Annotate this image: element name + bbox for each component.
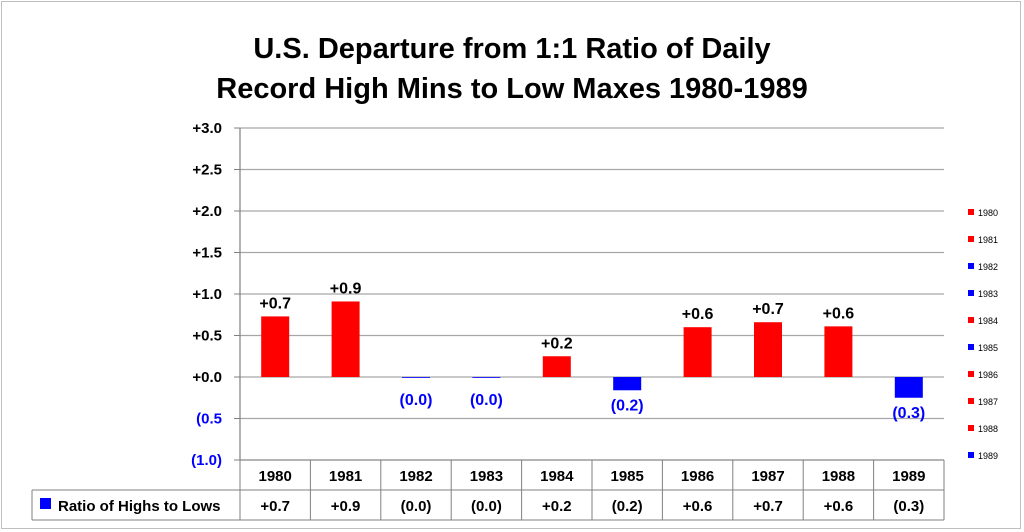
x-tick-label: 1984	[540, 468, 574, 485]
legend-key	[968, 236, 974, 242]
data-label: +0.7	[259, 295, 291, 312]
y-tick-label: +0.5	[192, 328, 222, 345]
table-value: +0.6	[683, 498, 713, 515]
legend-key	[968, 452, 974, 458]
legend-key	[968, 317, 974, 323]
legend-key	[968, 209, 974, 215]
legend-label: 1986	[978, 370, 998, 380]
legend-key	[968, 371, 974, 377]
x-tick-label: 1980	[259, 468, 292, 485]
chart-title-line-2: Record High Mins to Low Maxes 1980-1989	[216, 73, 808, 105]
data-label: +0.2	[541, 335, 573, 352]
bar	[824, 326, 853, 377]
x-tick-label: 1986	[681, 468, 714, 485]
bar	[542, 356, 571, 377]
x-tick-label: 1988	[822, 468, 855, 485]
x-tick-label: 1987	[751, 468, 784, 485]
table-value: (0.2)	[612, 498, 643, 515]
legend-label: 1984	[978, 316, 998, 326]
table-value: +0.2	[542, 498, 572, 515]
legend-key	[968, 344, 974, 350]
bar	[683, 327, 712, 377]
bar	[894, 377, 923, 398]
data-label: (0.3)	[892, 405, 925, 422]
x-tick-label: 1985	[611, 468, 644, 485]
bar	[261, 316, 290, 377]
table-legend-key	[40, 498, 51, 509]
data-label: +0.6	[682, 306, 714, 323]
legend-label: 1985	[978, 343, 998, 353]
y-tick-label: +1.0	[192, 286, 222, 303]
y-tick-label: +2.0	[192, 203, 222, 220]
table-value: +0.9	[331, 498, 361, 515]
bar	[613, 377, 642, 391]
data-label: +0.9	[330, 280, 362, 297]
chart-title-line-1: U.S. Departure from 1:1 Ratio of Daily	[253, 33, 771, 65]
x-tick-label: 1981	[329, 468, 362, 485]
legend-label: 1983	[978, 289, 998, 299]
legend-label: 1980	[978, 208, 998, 218]
y-tick-label: +1.5	[192, 245, 222, 262]
x-tick-label: 1982	[399, 468, 432, 485]
y-tick-label: +0.0	[192, 369, 222, 386]
bar	[754, 322, 782, 377]
data-label: (0.0)	[400, 392, 433, 409]
table-series-name: Ratio of Highs to Lows	[58, 498, 221, 515]
y-tick-label: (1.0)	[191, 452, 222, 469]
bar	[472, 377, 501, 378]
bar	[331, 301, 360, 377]
legend-key	[968, 425, 974, 431]
x-tick-label: 1983	[470, 468, 503, 485]
y-tick-label: +3.0	[192, 120, 222, 137]
legend-key	[968, 398, 974, 404]
table-value: (0.3)	[893, 498, 924, 515]
data-label: +0.7	[752, 301, 784, 318]
table-value: +0.6	[824, 498, 854, 515]
bar	[402, 377, 430, 378]
table-value: +0.7	[260, 498, 290, 515]
legend-label: 1987	[978, 397, 998, 407]
data-label: (0.0)	[470, 392, 503, 409]
x-tick-label: 1989	[892, 468, 925, 485]
legend-label: 1981	[978, 235, 998, 245]
legend-key	[968, 263, 974, 269]
y-tick-label: (0.5	[196, 411, 222, 428]
y-tick-label: +2.5	[192, 162, 222, 179]
data-label: (0.2)	[611, 397, 644, 414]
legend-key	[968, 290, 974, 296]
legend-label: 1989	[978, 451, 998, 461]
legend-label: 1982	[978, 262, 998, 272]
data-label: +0.6	[823, 305, 855, 322]
legend-label: 1988	[978, 424, 998, 434]
table-value: (0.0)	[471, 498, 502, 515]
table-value: +0.7	[753, 498, 783, 515]
table-value: (0.0)	[401, 498, 432, 515]
